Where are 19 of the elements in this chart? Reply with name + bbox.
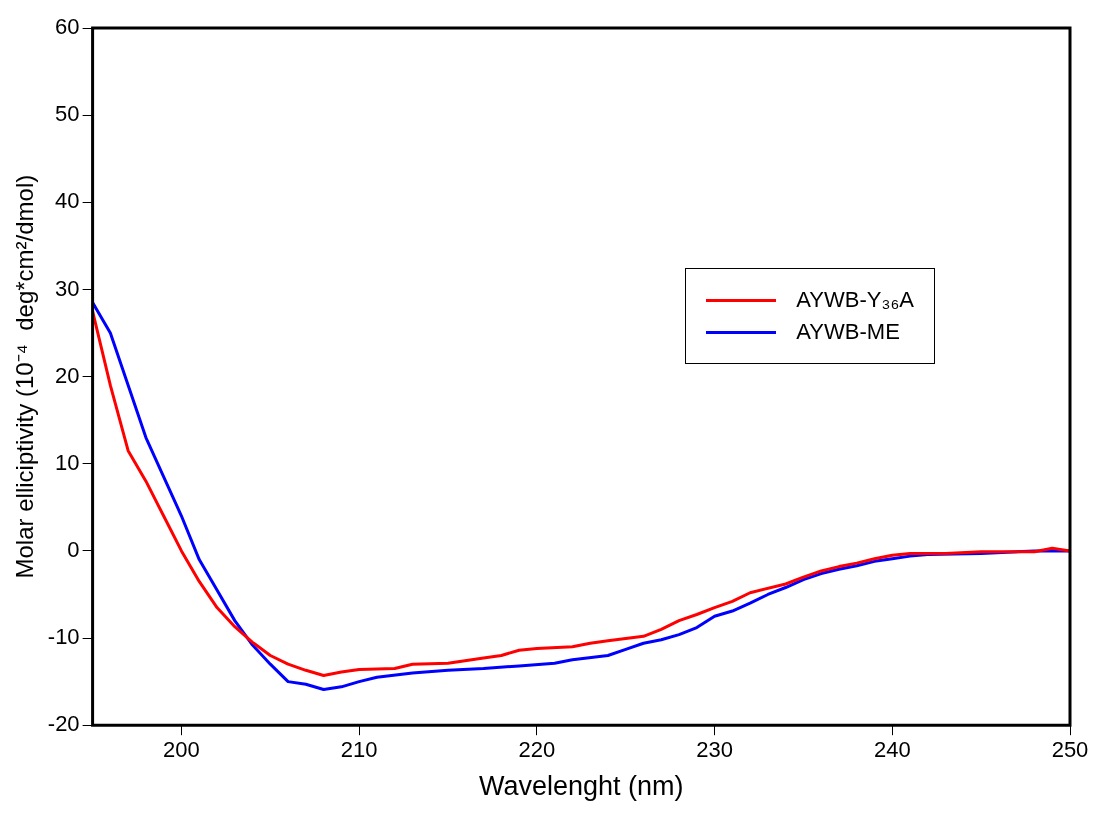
legend-label: AYWB-ME bbox=[796, 319, 900, 345]
y-tick-label: 50 bbox=[55, 101, 80, 127]
x-tick-label: 230 bbox=[696, 737, 733, 763]
legend-label: AYWB-Y₃₆A bbox=[796, 287, 914, 313]
x-tick-label: 210 bbox=[340, 737, 378, 763]
y-tick-label: -20 bbox=[47, 711, 80, 737]
x-tick-label: 200 bbox=[163, 737, 200, 763]
y-tick-label: 0 bbox=[67, 536, 80, 562]
x-tick-label: 240 bbox=[873, 737, 911, 763]
y-tick-label: 10 bbox=[55, 449, 80, 475]
y-tick-label: 20 bbox=[55, 362, 80, 388]
x-tick-label: 220 bbox=[518, 737, 556, 763]
y-tick-label: 60 bbox=[55, 14, 80, 40]
x-axis-title: Wavelenght (nm) bbox=[479, 771, 684, 802]
y-tick-label: 40 bbox=[55, 188, 80, 214]
y-tick-label: -10 bbox=[47, 624, 80, 650]
x-tick-label: 250 bbox=[1051, 737, 1089, 763]
y-tick-label: 30 bbox=[55, 275, 80, 301]
y-axis-title: Molar elliciptivity (10⁻⁴ deg*cm²/dmol) bbox=[11, 174, 39, 579]
